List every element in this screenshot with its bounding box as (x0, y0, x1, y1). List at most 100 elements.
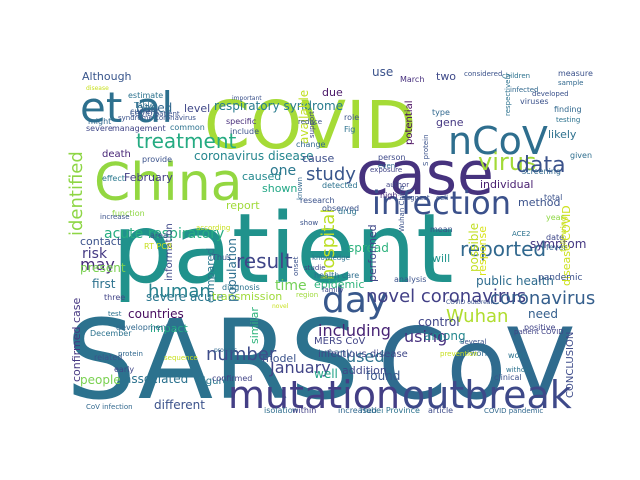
word-positive: positive (524, 323, 555, 332)
word-role: role (344, 113, 359, 122)
word-following: following (559, 216, 568, 252)
word-need: need (528, 307, 558, 321)
word-level: level (184, 102, 210, 115)
word-area: area (150, 231, 168, 240)
word-common: common (170, 123, 205, 132)
word-early: early (114, 365, 134, 374)
word-china: China (94, 153, 243, 213)
word-addition: addition (342, 364, 387, 377)
word-using: using (404, 327, 447, 346)
word-year: year (546, 213, 565, 222)
word-conclusion: CONCLUSION (565, 332, 576, 398)
word-wuhan: Wuhan (446, 306, 508, 327)
word-diagnosis: diagnosis (222, 283, 260, 292)
word-thus: Thus (211, 253, 231, 262)
word-testing: testing (556, 116, 580, 124)
word-december: December (90, 329, 132, 338)
word-person: person (378, 153, 405, 162)
word-first: first (92, 277, 116, 291)
word-exposure: exposure (370, 166, 402, 174)
word-used: used (346, 347, 384, 366)
word-health-care: health care (314, 271, 359, 280)
word-study: study (306, 164, 356, 185)
word-disease-covid: disease COVID (560, 205, 573, 286)
word-syndrome-coronavirus: syndrome coronavirus (118, 114, 196, 122)
word-function: function (112, 209, 145, 218)
word-children: children (502, 72, 530, 80)
word-observed: observed (322, 204, 359, 213)
word-march: March (400, 75, 424, 84)
word-measure: measure (558, 69, 593, 78)
word-within: within (292, 406, 316, 415)
word-february: February (124, 171, 173, 184)
word-spread: spread (348, 241, 389, 255)
word-three: three (104, 293, 125, 302)
word-result: result (236, 249, 293, 273)
word-acute-respiratory: acute respiratory (104, 226, 224, 242)
word-knowledge: knowledge (312, 254, 350, 262)
word-effect: effect (102, 174, 125, 183)
word-individual: individual (480, 178, 533, 191)
word-ace2: ACE2 (512, 230, 530, 238)
word-et-al: et al (80, 83, 173, 132)
word-day: day (322, 280, 388, 321)
word-analysis: analysis (394, 275, 426, 284)
word-family: family (322, 286, 344, 294)
word-reduce: reduce (298, 118, 322, 126)
word-novel-coronavirus: novel coronavirus (366, 286, 526, 307)
word-two: two (436, 70, 456, 83)
word-death: death (102, 149, 131, 160)
word-fever: fever (546, 243, 567, 252)
word-epidemic: epidemic (314, 278, 364, 291)
word-s-protein: S protein (422, 134, 430, 166)
word-impact: impact (150, 322, 189, 335)
word-severe: severe (86, 124, 113, 133)
word-possible: possible (467, 223, 481, 272)
word-likely: likely (548, 128, 577, 141)
word-figure: Figure (198, 376, 229, 387)
word-among: among (424, 329, 466, 343)
word-type: type (432, 108, 450, 117)
word-wuhan-china: Wuhan China (398, 186, 406, 233)
word-model: model (262, 352, 296, 365)
word-covid-pandemic: COVID pandemic (484, 407, 543, 415)
word-development: development (116, 323, 169, 332)
word-author: author (386, 181, 409, 189)
word-compared: compared (204, 248, 217, 303)
word-fig: Fig (344, 125, 355, 134)
word-data: data (516, 153, 566, 178)
word-january: January (269, 358, 331, 377)
word-research: research (300, 196, 335, 205)
word-gene: gene (436, 116, 464, 129)
word-show: show (300, 219, 318, 227)
word-risk: risk (82, 246, 108, 262)
word-prevention: prevention (440, 350, 478, 358)
word-specific: specific (226, 117, 256, 126)
word-rt-pcr: RT PCR (144, 242, 173, 251)
word-might: might (88, 117, 111, 126)
word-novel: novel (272, 303, 289, 310)
word-considered: considered (464, 70, 502, 78)
word-control: control (418, 315, 460, 329)
word-coronavirus-disease: coronavirus disease (194, 149, 314, 163)
word-provide: provide (142, 155, 172, 164)
word-known: known (296, 177, 304, 200)
word-response: response (476, 226, 489, 276)
word-given: given (570, 151, 592, 160)
word-hospital: hospital (318, 209, 339, 280)
word-covid: COVID (204, 87, 416, 164)
word-cov: CoV (378, 308, 573, 422)
word-use: use (372, 65, 393, 79)
word-suggest: suggest (402, 194, 430, 202)
word-outbreak: outbreak (402, 373, 572, 417)
word-clinical: clinical (494, 373, 522, 382)
word-hubei-province: Hubei Province (360, 406, 420, 415)
word-infection: infection (372, 184, 511, 222)
word-confirmed-case: confirmed case (70, 298, 83, 382)
word-drug: drug (338, 207, 357, 216)
word-found: found (366, 369, 400, 383)
word-covid-outbreak: COVID outbreak (446, 299, 495, 306)
word-cov-infection: CoV infection (86, 403, 133, 411)
